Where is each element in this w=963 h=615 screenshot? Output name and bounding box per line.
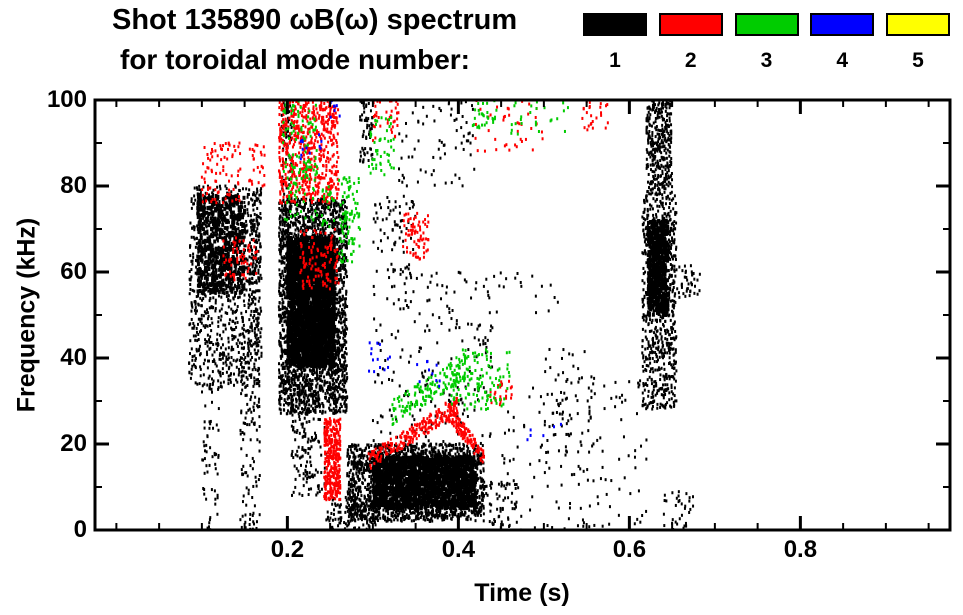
- legend-swatch-row: [583, 13, 950, 36]
- x-tick-label-0.8: 0.8: [783, 536, 818, 563]
- legend-mode-number-1: 1: [609, 49, 621, 72]
- y-axis-label: Frequency (kHz): [12, 217, 41, 413]
- x-axis-label: Time (s): [474, 579, 570, 607]
- legend-mode-number-3: 3: [760, 49, 773, 72]
- legend-swatch-mode-2: [658, 13, 723, 36]
- legend-swatch-mode-4: [810, 13, 875, 36]
- x-tick-label-0.2: 0.2: [270, 536, 305, 563]
- figure-header: Shot 135890 ωB(ω) spectrum for toroidal …: [0, 0, 963, 92]
- y-tick-label-0: 0: [73, 516, 87, 543]
- legend-mode-number-5: 5: [912, 49, 924, 72]
- legend-number-row: 1 2 3 4 5: [583, 49, 950, 73]
- figure-title: Shot 135890 ωB(ω) spectrum: [112, 4, 518, 36]
- y-tick-label-40: 40: [60, 344, 87, 371]
- y-tick-label-80: 80: [60, 172, 87, 199]
- legend-swatch-mode-5: [886, 13, 950, 36]
- legend-swatch-mode-3: [734, 13, 799, 36]
- figure-subtitle: for toroidal mode number:: [120, 44, 470, 75]
- legend-mode-number-2: 2: [684, 49, 697, 72]
- legend-mode-number-4: 4: [836, 49, 849, 72]
- x-tick-label-0.4: 0.4: [441, 536, 476, 563]
- mode-legend: 1 2 3 4 5: [583, 13, 950, 73]
- y-tick-label-100: 100: [46, 86, 87, 113]
- x-tick-label-0.6: 0.6: [612, 536, 647, 563]
- y-tick-label-20: 20: [60, 430, 87, 457]
- legend-swatch-mode-1: [583, 13, 647, 36]
- y-tick-label-60: 60: [60, 258, 87, 285]
